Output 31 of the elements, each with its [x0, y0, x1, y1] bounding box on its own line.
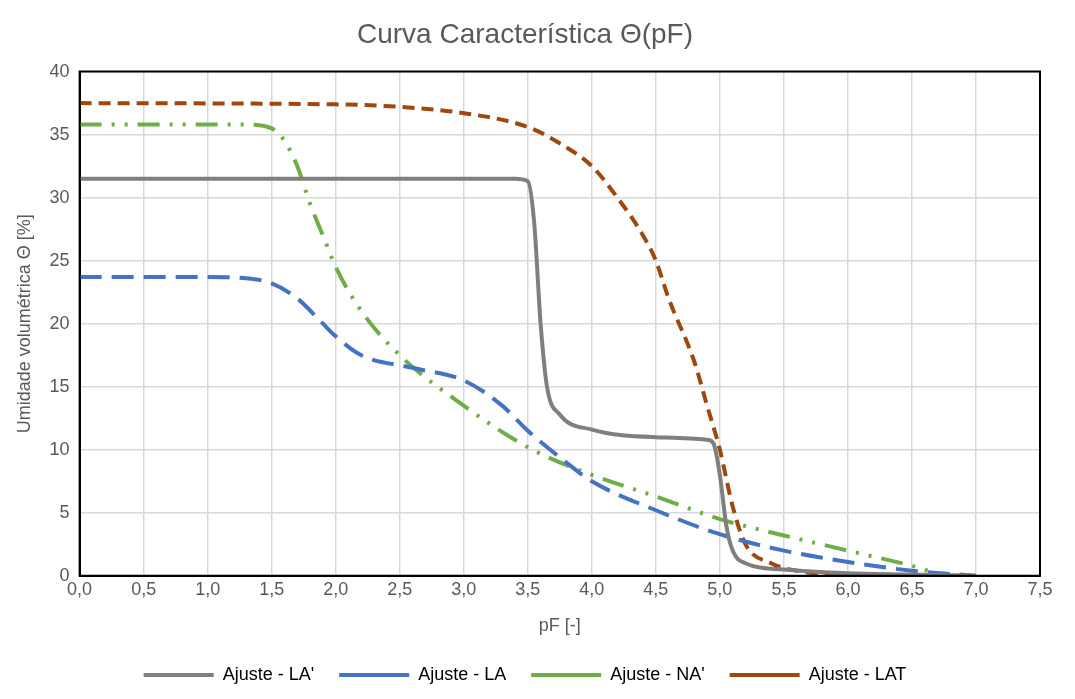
- y-tick-label: 20: [49, 312, 70, 333]
- x-tick-label: 1,0: [195, 578, 221, 599]
- x-axis-title: pF [-]: [538, 615, 581, 636]
- x-tick-label: 2,5: [387, 578, 413, 599]
- y-tick-label: 30: [49, 186, 70, 207]
- legend-label: Ajuste - LA: [418, 663, 507, 684]
- x-tick-label: 3,5: [515, 578, 541, 599]
- x-tick-label: 4,0: [579, 578, 605, 599]
- legend-label: Ajuste - LA': [222, 663, 315, 684]
- y-axis-title: Umidade volumétrica Θ [%]: [13, 214, 34, 434]
- x-tick-label: 2,0: [323, 578, 349, 599]
- x-tick-label: 6,5: [899, 578, 925, 599]
- x-tick-label: 3,0: [451, 578, 477, 599]
- chart-title: Curva Característica Θ(pF): [356, 17, 694, 49]
- y-tick-label: 15: [49, 375, 70, 396]
- x-tick-label: 1,5: [259, 578, 285, 599]
- x-tick-label: 0,0: [67, 578, 93, 599]
- x-tick-label: 6,0: [835, 578, 861, 599]
- y-tick-label: 5: [59, 501, 70, 522]
- y-tick-label: 25: [49, 249, 70, 270]
- y-tick-label: 10: [49, 438, 70, 459]
- legend-label: Ajuste - LAT: [808, 663, 907, 684]
- x-tick-label: 5,0: [707, 578, 733, 599]
- x-tick-label: 0,5: [131, 578, 157, 599]
- x-tick-label: 4,5: [643, 578, 669, 599]
- legend-label: Ajuste - NA': [610, 663, 705, 684]
- y-tick-label: 35: [49, 123, 70, 144]
- x-tick-label: 7,0: [963, 578, 989, 599]
- y-tick-label: 40: [49, 60, 70, 81]
- x-tick-label: 7,5: [1027, 578, 1053, 599]
- x-tick-label: 5,5: [771, 578, 797, 599]
